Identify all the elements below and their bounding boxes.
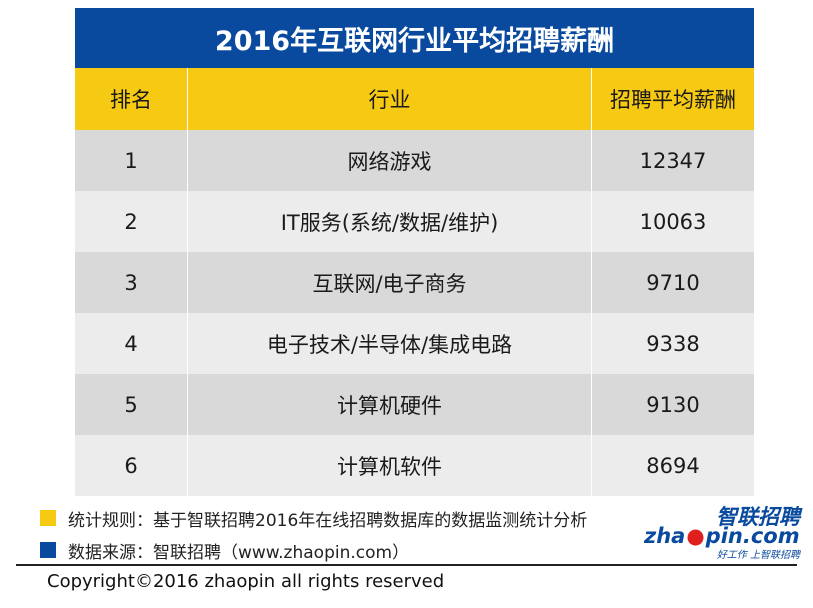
- note-rule-text: 统计规则：基于智联招聘2016年在线招聘数据库的数据监测统计分析: [68, 510, 588, 531]
- footnotes: 统计规则：基于智联招聘2016年在线招聘数据库的数据监测统计分析 数据来源：智联…: [40, 502, 587, 566]
- logo-en-right: pin.com: [705, 524, 800, 548]
- salary-cell: 12347: [639, 148, 707, 173]
- logo-en-left: zha: [643, 524, 685, 548]
- table-title: 2016年互联网行业平均招聘薪酬: [75, 8, 754, 68]
- table-row: 1 网络游戏 12347: [75, 130, 754, 191]
- rank-cell: 3: [124, 270, 138, 295]
- header-rank: 排名: [110, 88, 152, 112]
- table-row: 2 IT服务(系统/数据/维护) 10063: [75, 191, 754, 252]
- industry-cell: IT服务(系统/数据/维护): [187, 191, 592, 252]
- salary-cell: 10063: [639, 209, 707, 234]
- salary-cell: 8694: [646, 453, 700, 478]
- table-row: 3 互联网/电子商务 9710: [75, 252, 754, 313]
- salary-table: 2016年互联网行业平均招聘薪酬 排名 行业 招聘平均薪酬 1 网络游戏 123…: [75, 8, 754, 496]
- salary-cell: 9710: [646, 270, 700, 295]
- rank-cell: 1: [124, 148, 138, 173]
- note-rule: 统计规则：基于智联招聘2016年在线招聘数据库的数据监测统计分析: [40, 502, 587, 534]
- copyright-text: Copyright©2016 zhaopin all rights reserv…: [47, 571, 445, 592]
- logo-dot-icon: ●: [686, 524, 704, 548]
- logo-en-text: zha●pin.com: [643, 524, 800, 548]
- header-salary: 招聘平均薪酬: [610, 88, 736, 112]
- zhaopin-logo: 智联招聘 zha●pin.com 好工作 上智联招聘: [643, 505, 803, 561]
- industry-cell: 网络游戏: [187, 130, 592, 191]
- note-source-text: 数据来源：智联招聘（www.zhaopin.com）: [68, 542, 410, 563]
- footer-divider: [16, 564, 797, 566]
- table-row: 5 计算机硬件 9130: [75, 374, 754, 435]
- blue-square-icon: [40, 542, 56, 558]
- salary-cell: 9130: [646, 392, 700, 417]
- table-row: 6 计算机软件 8694: [75, 435, 754, 496]
- logo-cn-text: 智联招聘: [716, 505, 803, 529]
- industry-cell: 电子技术/半导体/集成电路: [187, 313, 592, 374]
- header-industry: 行业: [187, 68, 592, 130]
- note-source: 数据来源：智联招聘（www.zhaopin.com）: [40, 534, 587, 566]
- rank-cell: 5: [124, 392, 138, 417]
- yellow-square-icon: [40, 510, 56, 526]
- industry-cell: 计算机硬件: [187, 374, 592, 435]
- table-header-row: 排名 行业 招聘平均薪酬: [75, 68, 754, 130]
- rank-cell: 4: [124, 331, 138, 356]
- rank-cell: 2: [124, 209, 138, 234]
- industry-cell: 互联网/电子商务: [187, 252, 592, 313]
- salary-cell: 9338: [646, 331, 700, 356]
- industry-cell: 计算机软件: [187, 435, 592, 496]
- logo-slogan-text: 好工作 上智联招聘: [717, 549, 802, 561]
- table-row: 4 电子技术/半导体/集成电路 9338: [75, 313, 754, 374]
- rank-cell: 6: [124, 453, 138, 478]
